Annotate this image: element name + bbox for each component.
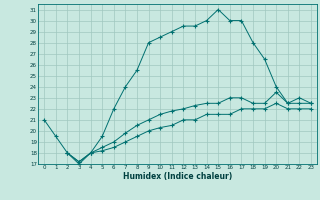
X-axis label: Humidex (Indice chaleur): Humidex (Indice chaleur): [123, 172, 232, 181]
